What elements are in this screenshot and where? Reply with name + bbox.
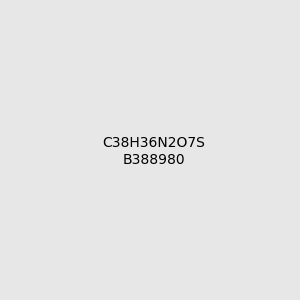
Text: C38H36N2O7S
B388980: C38H36N2O7S B388980 [102, 136, 205, 166]
